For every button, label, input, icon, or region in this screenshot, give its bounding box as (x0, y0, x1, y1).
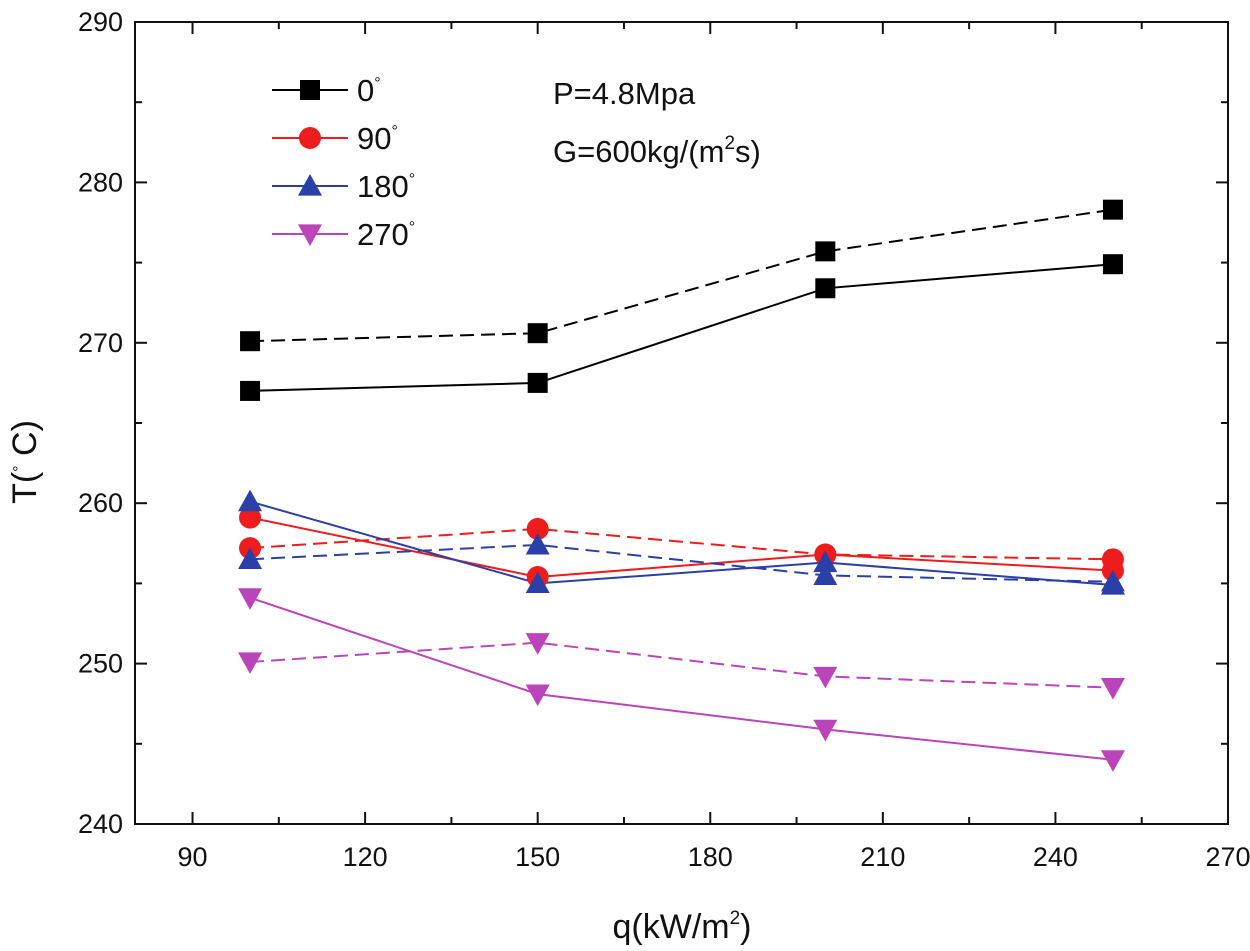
data-point-triangle-up (525, 532, 550, 555)
data-point-triangle-up (525, 571, 550, 593)
data-point-circle (239, 506, 262, 529)
annotation-pressure: P=4.8Mpa (553, 76, 696, 111)
legend-label-degree: ° (391, 123, 397, 140)
data-point-triangle-down (1100, 750, 1125, 772)
data-point-square (240, 331, 261, 352)
y-tick-label: 280 (78, 167, 123, 197)
y-axis-title-main: T( (6, 471, 44, 504)
legend-marker-square (300, 80, 320, 100)
series-layer (238, 199, 1125, 772)
legend-label-value: 270 (357, 217, 409, 252)
data-point-triangle-up (238, 547, 263, 569)
legend-label-degree: ° (374, 75, 380, 92)
legend-label-degree: ° (409, 219, 415, 236)
x-axis-title-close: ) (740, 908, 751, 946)
data-point-triangle-up (813, 563, 838, 585)
x-axis-title-sup: 2 (730, 908, 741, 929)
y-tick-label: 240 (78, 809, 123, 839)
series-line-solid (249, 500, 1113, 586)
y-tick-label: 270 (78, 328, 123, 358)
data-point-triangle-down (1100, 678, 1125, 700)
y-axis-title: T(° C) (6, 420, 44, 504)
legend: 0°90°180°270° (272, 73, 415, 252)
data-point-triangle-up (238, 489, 263, 512)
x-axis-title-main: q(kW/m (613, 908, 730, 946)
legend-label-degree: ° (409, 171, 415, 188)
legend-label-value: 90 (357, 121, 391, 156)
data-point-square (1102, 199, 1123, 220)
legend-label: 90° (357, 121, 398, 156)
x-tick-label: 240 (1033, 842, 1078, 872)
series-line-dashed (250, 527, 1113, 561)
data-point-triangle-down (525, 633, 550, 655)
legend-marker-triangle-down (298, 224, 322, 246)
data-point-square (527, 372, 548, 393)
data-point-triangle-down (813, 719, 838, 742)
legend-label: 0° (357, 73, 381, 108)
x-tick-label: 270 (1205, 842, 1250, 872)
x-tick-label: 210 (860, 842, 905, 872)
y-tick-label: 250 (78, 649, 123, 679)
data-point-square (240, 380, 261, 401)
annotation-mass-flux-sup: 2 (724, 133, 735, 154)
x-tick-label: 90 (178, 842, 208, 872)
legend-label-value: 180 (357, 169, 409, 204)
data-point-circle (1101, 548, 1124, 571)
legend-marker-triangle-up (298, 174, 322, 196)
x-axis-title: q(kW/m2) (613, 908, 752, 946)
data-point-triangle-up (1100, 569, 1125, 592)
data-point-square (527, 323, 548, 344)
x-tick-label: 120 (343, 842, 388, 872)
data-point-triangle-down (238, 588, 263, 610)
data-point-triangle-down (238, 652, 263, 674)
x-axis: 90 120 150 180 210 240 270 (178, 22, 1250, 872)
y-axis-title-rest: C) (6, 420, 44, 465)
series-line-solid (249, 516, 1113, 579)
legend-marker-circle (299, 127, 321, 149)
data-point-square (815, 241, 836, 262)
series-line-solid (250, 263, 1113, 392)
series-line-solid (249, 596, 1114, 761)
legend-label-value: 0 (357, 73, 374, 108)
series-line-dashed (250, 543, 1113, 583)
data-point-square (1102, 254, 1123, 275)
data-point-square (815, 278, 836, 299)
y-tick-label: 260 (78, 488, 123, 518)
annotation-mass-flux: G=600kg/(m2s) (553, 133, 761, 169)
x-tick-label: 150 (515, 842, 560, 872)
data-point-triangle-down (525, 684, 550, 707)
data-point-triangle-up (813, 550, 838, 573)
legend-label: 180° (357, 169, 415, 204)
legend-label: 270° (357, 217, 415, 252)
annotation-mass-flux-rest: s) (735, 134, 761, 169)
data-point-triangle-down (813, 666, 838, 689)
y-axis-title-deg: ° (11, 465, 28, 471)
y-tick-label: 290 (78, 7, 123, 37)
data-point-circle (526, 517, 549, 540)
annotation-mass-flux-main: G=600kg/(m (553, 134, 724, 169)
x-tick-label: 180 (688, 842, 733, 872)
series-line-dashed (250, 641, 1113, 689)
